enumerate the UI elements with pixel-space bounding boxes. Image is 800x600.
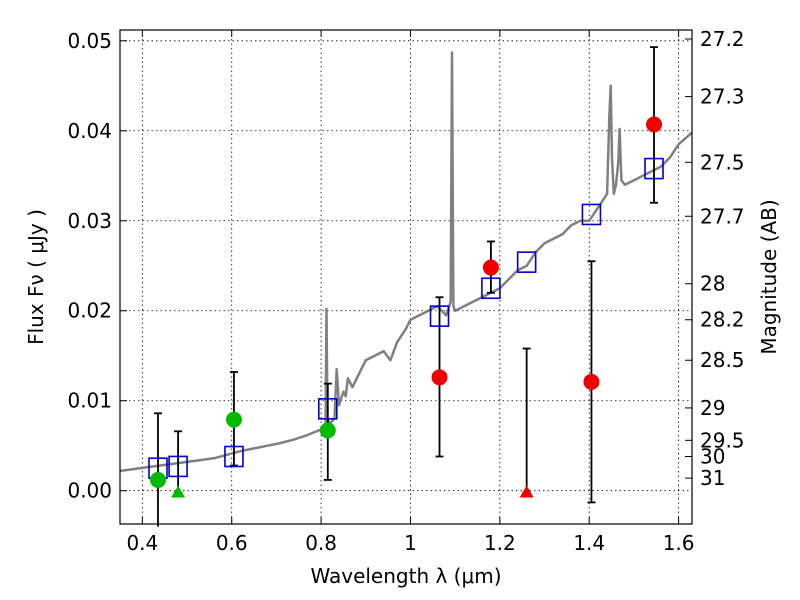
mag-tick-label: 29.5	[700, 428, 745, 452]
y-tick-label: 0.02	[67, 299, 112, 323]
grid	[120, 30, 692, 524]
mag-tick-label: 27.2	[700, 27, 745, 51]
y-axis-right-title: Magnitude (AB)	[757, 199, 781, 354]
data-point	[225, 411, 242, 428]
x-tick-label: 0.8	[305, 531, 337, 555]
x-tick-label: 0.4	[126, 531, 158, 555]
x-tick-label: 1	[404, 531, 417, 555]
data-point	[319, 422, 336, 439]
spectrum-layer	[119, 51, 693, 473]
data-point	[482, 259, 499, 276]
marker-layer	[148, 116, 664, 498]
mag-tick-label: 27.7	[700, 204, 745, 228]
mag-tick-label: 27.5	[700, 150, 745, 174]
data-point	[646, 116, 663, 133]
y-tick-label: 0.04	[67, 119, 112, 143]
tick-layer: 0.4 0.6 0.8 1 1.2 1.4 1.6 0.00 0.01 0.02 0.03 0.04 0…	[67, 27, 744, 555]
model-square	[644, 157, 664, 180]
x-tick-label: 0.6	[216, 531, 248, 555]
model-square	[317, 398, 338, 420]
mag-tick-label: 27.3	[700, 85, 745, 109]
model-square	[481, 277, 501, 300]
y-axis-title: Flux Fν ( μJy )	[24, 209, 48, 345]
upper-limit-marker	[519, 485, 534, 498]
plot-frame	[119, 29, 693, 525]
x-axis-title: Wavelength λ (μm)	[310, 564, 501, 588]
y-tick-label: 0.01	[67, 389, 112, 413]
mag-tick-label: 31	[700, 466, 725, 490]
y-tick-label: 0.05	[67, 29, 112, 53]
model-square	[581, 203, 602, 226]
x-tick-label: 1.2	[484, 531, 516, 555]
mag-tick-label: 30	[700, 445, 725, 469]
model-square	[224, 445, 244, 468]
upper-limit-marker	[171, 485, 186, 498]
y-tick-label: 0.03	[67, 209, 112, 233]
mag-tick-label: 28.2	[700, 308, 745, 332]
data-point	[583, 373, 600, 390]
data-point	[431, 369, 448, 386]
model-square	[429, 305, 450, 327]
mag-tick-label: 28.5	[700, 348, 745, 372]
x-tick-label: 1.6	[663, 531, 695, 555]
y-tick-label: 0.00	[67, 479, 112, 503]
x-tick-label: 1.4	[573, 531, 605, 555]
model-square	[516, 251, 537, 273]
data-point	[149, 471, 166, 488]
model-square	[168, 455, 188, 478]
spectrum-line	[119, 51, 693, 473]
mag-tick-label: 29	[700, 396, 725, 420]
mag-tick-label: 28	[700, 272, 725, 296]
